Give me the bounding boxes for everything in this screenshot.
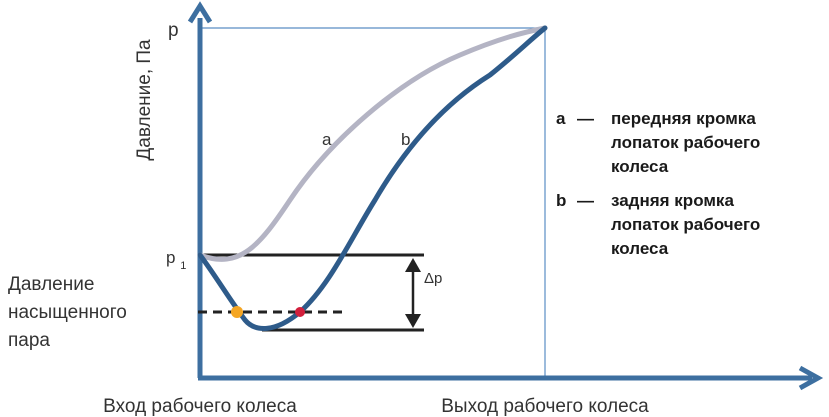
y-axis-title: Давление, Па — [134, 39, 155, 161]
y-top-label: p — [168, 20, 179, 41]
y-p1-label: p 1 — [166, 248, 186, 272]
delta-p-arrowhead-bottom — [405, 314, 421, 328]
legend-text-a: передняя кромка лопаток рабочего колеса — [611, 109, 765, 176]
legend-dash-b: — — [577, 191, 594, 210]
saturation-label-line-3: пара — [8, 330, 50, 351]
legend-a-line-3: колеса — [611, 157, 669, 176]
curve-b-label: b — [401, 130, 410, 149]
legend-key-b: b — [556, 191, 566, 210]
delta-p-label: Δp — [424, 270, 442, 287]
legend-b-line-1: задняя кромка — [611, 191, 734, 210]
legend-key-a: a — [556, 109, 566, 128]
legend-entry-a: a — передняя кромка лопаток рабочего кол… — [556, 109, 765, 176]
x-right-label: Выход рабочего колеса — [441, 396, 649, 417]
legend-b-line-3: колеса — [611, 239, 669, 258]
saturation-label: Давление насыщенного пара — [8, 274, 132, 351]
legend-b-line-2: лопаток рабочего — [611, 215, 760, 234]
saturation-label-line-1: Давление — [8, 274, 94, 295]
curve-a — [197, 25, 548, 262]
legend-entry-b: b — задняя кромка лопаток рабочего колес… — [556, 191, 765, 258]
y-p1-label-main: p — [166, 248, 175, 267]
legend-text-b: задняя кромка лопаток рабочего колеса — [611, 191, 765, 258]
curve-a-label: a — [322, 130, 332, 149]
red-point-marker — [295, 307, 305, 317]
x-left-label: Вход рабочего колеса — [103, 396, 297, 417]
delta-p-arrowhead-top — [405, 258, 421, 272]
y-p1-label-sub: 1 — [180, 260, 186, 272]
orange-point-marker — [231, 306, 243, 318]
saturation-label-line-2: насыщенного — [8, 302, 127, 323]
legend-a-line-2: лопаток рабочего — [611, 133, 760, 152]
curve-b — [197, 25, 548, 332]
legend-dash-a: — — [577, 109, 594, 128]
legend: a — передняя кромка лопаток рабочего кол… — [556, 109, 765, 258]
y-axis-arrowhead — [187, 1, 213, 24]
x-axis-arrowhead — [798, 365, 824, 391]
legend-a-line-1: передняя кромка — [611, 109, 756, 128]
